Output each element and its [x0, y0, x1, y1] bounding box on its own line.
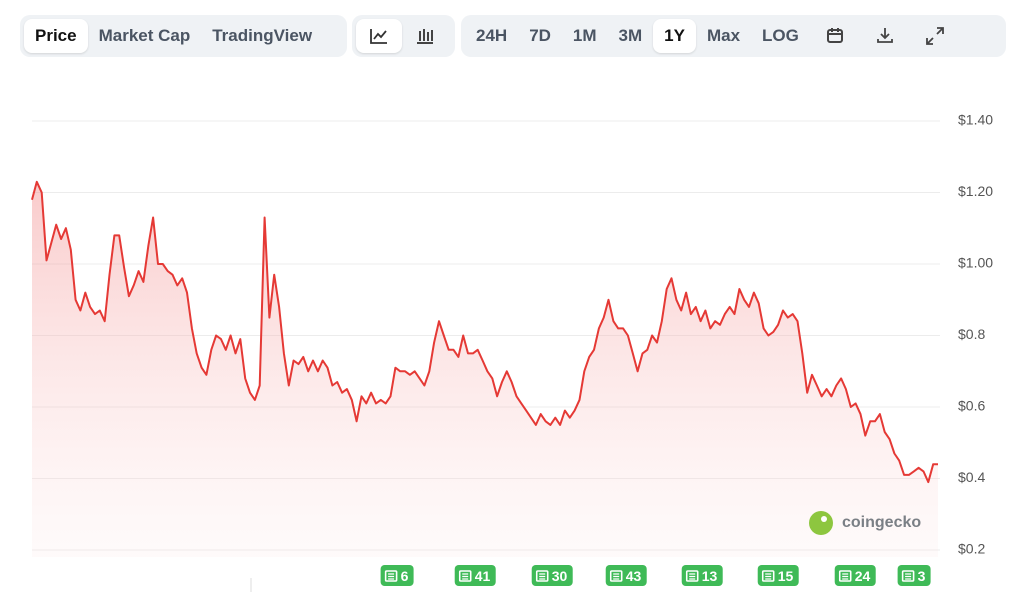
- range-group: 24H 7D 1M 3M 1Y Max LOG: [461, 15, 1006, 57]
- y-tick-label: $0.6: [958, 398, 985, 414]
- tab-button[interactable]: Price: [24, 19, 88, 53]
- news-count: 30: [551, 567, 568, 584]
- news-count: 15: [777, 567, 794, 584]
- y-tick-label: $0.8: [958, 326, 985, 342]
- y-tick-label: $1.40: [958, 112, 993, 128]
- news-badge[interactable]: 15: [757, 565, 799, 586]
- chart-style-group: [352, 15, 455, 57]
- news-badge[interactable]: 3: [897, 565, 931, 586]
- y-tick-label: $0.2: [958, 541, 985, 557]
- news-badge[interactable]: 43: [605, 565, 647, 586]
- y-tick-label: $1.20: [958, 183, 993, 199]
- range-button[interactable]: 7D: [529, 26, 551, 45]
- range-button[interactable]: Max: [706, 26, 741, 45]
- logo-eye: [821, 516, 827, 522]
- news-count: 41: [474, 567, 491, 584]
- news-badge[interactable]: 30: [531, 565, 573, 586]
- range-button[interactable]: 3M: [618, 26, 643, 45]
- calendar-button[interactable]: [810, 19, 860, 53]
- news-count: 43: [625, 567, 642, 584]
- download-button[interactable]: [860, 19, 910, 53]
- news-badge[interactable]: 41: [454, 565, 496, 586]
- line-chart-button[interactable]: [356, 19, 402, 53]
- news-count: 3: [917, 567, 926, 584]
- news-count: 6: [400, 567, 409, 584]
- y-tick-label: $0.4: [958, 469, 985, 485]
- logo: [809, 511, 833, 535]
- price-line: [31, 180, 938, 484]
- tab-button[interactable]: TradingView: [212, 26, 313, 45]
- range-button[interactable]: 1M: [572, 26, 597, 45]
- news-count: 13: [701, 567, 718, 584]
- range-button[interactable]: 24H: [476, 26, 508, 45]
- tab-button[interactable]: Market Cap: [98, 26, 191, 45]
- watermark: coingecko: [842, 514, 921, 531]
- y-tick-label: $1.00: [958, 255, 993, 271]
- news-count: 24: [854, 567, 871, 584]
- range-button[interactable]: LOG: [762, 26, 799, 45]
- area-fill: [32, 181, 938, 558]
- news-badge[interactable]: 6: [380, 565, 414, 586]
- candle-chart-button[interactable]: [402, 19, 448, 53]
- news-badge[interactable]: 13: [681, 565, 723, 586]
- news-badge[interactable]: 24: [834, 565, 876, 586]
- tab-group: Price Market Cap TradingView: [20, 15, 347, 57]
- fullscreen-button[interactable]: [910, 19, 960, 53]
- range-button[interactable]: 1Y: [653, 19, 696, 53]
